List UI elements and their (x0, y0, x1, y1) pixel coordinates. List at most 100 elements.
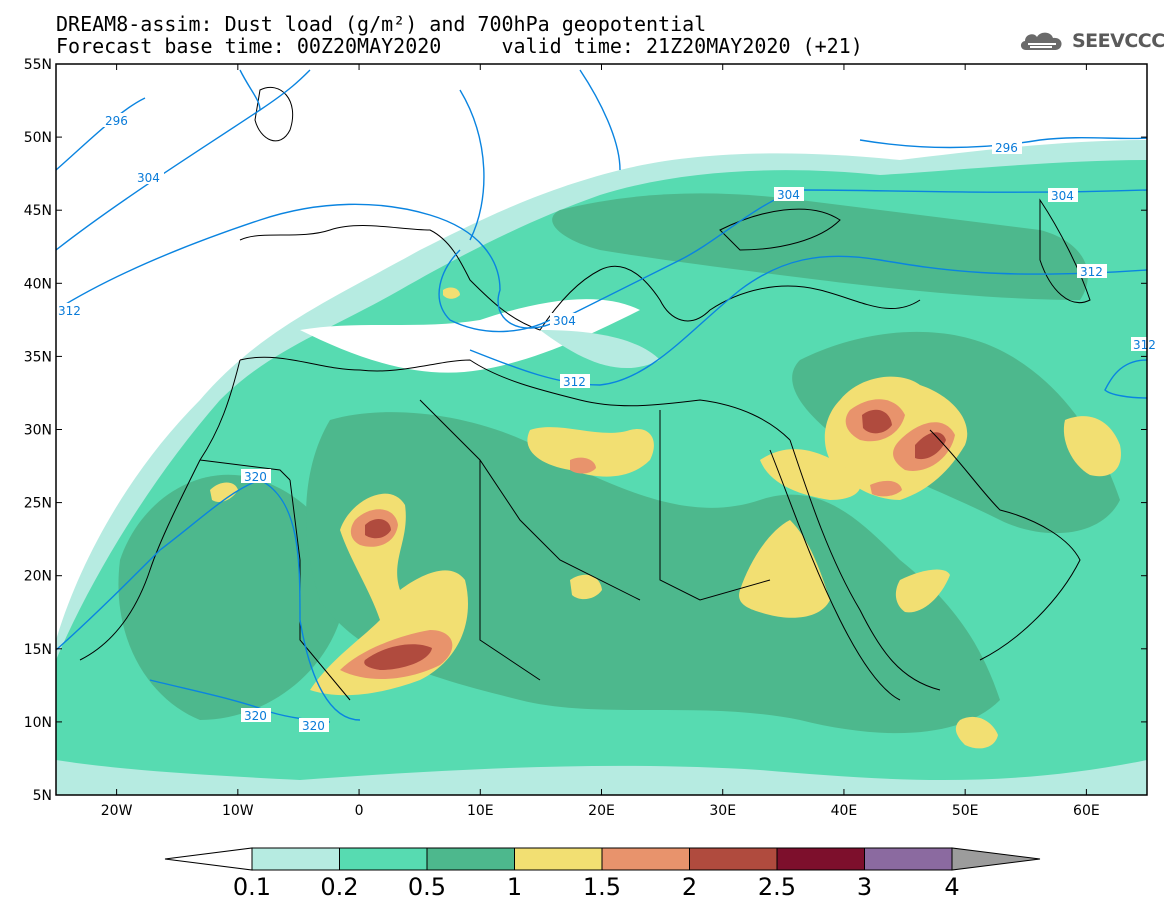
contour-label-text: 304 (137, 171, 160, 185)
dust-level-1-iran (1063, 416, 1121, 477)
lat-label: 50N (24, 130, 52, 146)
coastlines (79, 86, 1091, 701)
contour-304-italy (438, 249, 551, 333)
colorbar-label: 1.5 (583, 873, 621, 901)
lat-label: 45N (24, 203, 52, 219)
lat-label: 15N (24, 642, 52, 658)
seevccc-logo: SEEVCCC (1018, 28, 1165, 54)
colorbar-label: 3 (857, 873, 872, 901)
colorbar-swatch (689, 847, 778, 871)
colorbar-swatch (601, 847, 690, 871)
uk (254, 86, 294, 142)
contour-304-center (459, 89, 485, 241)
contour-label-text: 312 (563, 375, 586, 389)
border-5 (199, 459, 291, 481)
contour-label-text: 312 (1133, 338, 1156, 352)
colorbar: 0.1 0.2 0.5 1 1.5 2 2.5 3 4 (164, 847, 1041, 901)
contour-label-text: 304 (1051, 189, 1074, 203)
contour-label-text: 304 (553, 314, 576, 328)
dust-level-1-arabia (760, 449, 861, 500)
colorbar-label: 4 (944, 873, 959, 901)
caspian (1039, 198, 1091, 304)
colorbar-label: 0.1 (233, 873, 271, 901)
lat-label: 30N (24, 423, 52, 439)
clear-zone-aegean (540, 330, 660, 369)
europe-coast (239, 225, 921, 331)
colorbar-label: 0.2 (320, 873, 358, 901)
latitude-axis: 55N 50N 45N 40N 35N 30N 25N 20N 15N 10N 5N (24, 57, 1147, 804)
contour-label-304a: 304 (134, 170, 164, 185)
map-title: DREAM8-assim: Dust load (g/m²) and 700hP… (56, 12, 707, 36)
contour-label-text: 296 (105, 114, 128, 128)
colorbar-label: 1 (507, 873, 522, 901)
contour-304-alps (579, 69, 621, 171)
contour-label-text: 304 (777, 188, 800, 202)
dust-level-2-algeria (365, 518, 391, 539)
lat-label: 10N (24, 715, 52, 731)
border-1 (419, 399, 641, 601)
forecast-time-line: Forecast base time: 00Z20MAY2020 valid t… (56, 34, 863, 58)
dust-level-0.5-north (552, 193, 1088, 300)
lon-label: 0 (355, 803, 364, 819)
border-4 (479, 460, 541, 681)
colorbar-swatch (339, 847, 428, 871)
colorbar-swatch (514, 847, 603, 871)
lon-label: 20W (101, 803, 133, 819)
lon-label: 50E (952, 803, 979, 819)
dust-field (56, 64, 1147, 795)
contour-296-europe (239, 69, 261, 111)
dust-level-2-iraq (862, 409, 892, 434)
colorbar-under-triangle (164, 847, 253, 871)
lon-label: 10W (222, 803, 254, 819)
contour-label-text: 312 (58, 304, 81, 318)
colorbar-label: 0.5 (408, 873, 446, 901)
lat-label: 5N (33, 788, 52, 804)
colorbar-swatch (864, 847, 953, 871)
lon-label: 60E (1073, 803, 1100, 819)
colorbar-swatch (251, 847, 340, 871)
arabia-gulf (929, 429, 1081, 661)
contour-label-text: 296 (995, 141, 1018, 155)
africa-north-coast (239, 356, 791, 441)
contour-label-312c: 312 (560, 374, 590, 389)
contour-label-320c: 320 (299, 718, 329, 733)
lat-label: 35N (24, 349, 52, 365)
contour-label-text: 320 (244, 470, 267, 484)
contour-label-320b: 320 (241, 708, 271, 723)
black-sea (719, 208, 841, 251)
lon-label: 30E (709, 803, 736, 819)
contour-label-296b: 296 (992, 140, 1022, 155)
lon-label: 20E (588, 803, 615, 819)
dust-level-1-sardinia (443, 287, 460, 299)
dust-level-1-libya (527, 427, 654, 477)
cloud-icon (1020, 32, 1062, 50)
colorbar-swatch (776, 847, 865, 871)
contour-label-304b: 304 (1048, 188, 1078, 203)
lat-label: 25N (24, 496, 52, 512)
dust-level-1-mauritania (210, 482, 238, 502)
colorbar-swatch (426, 847, 515, 871)
colorbar-label: 2.5 (758, 873, 796, 901)
africa-west-coast (79, 359, 241, 661)
dust-level-1-yemen (895, 569, 950, 613)
contour-label-320a: 320 (241, 469, 271, 484)
contour-label-text: 320 (244, 709, 267, 723)
contour-304-west (56, 69, 311, 251)
contour-label-312a: 312 (56, 303, 84, 318)
dust-level-1-chad (570, 574, 602, 600)
lat-label: 55N (24, 57, 52, 73)
contour-label-304d: 304 (550, 313, 580, 328)
redsea-east (789, 439, 941, 691)
contour-label-312d: 312 (1131, 337, 1156, 352)
dust-level-1-redsea (739, 520, 830, 618)
lat-label: 40N (24, 276, 52, 292)
contour-label-304c: 304 (774, 187, 804, 202)
contour-label-text: 320 (302, 719, 325, 733)
contour-312-west (56, 189, 1147, 329)
contour-label-312b: 312 (1077, 264, 1107, 279)
contour-296-west (56, 97, 146, 171)
contour-label-296a: 296 (102, 113, 132, 128)
contour-296-north (859, 136, 1147, 149)
dust-level-2-sahel (364, 644, 432, 670)
